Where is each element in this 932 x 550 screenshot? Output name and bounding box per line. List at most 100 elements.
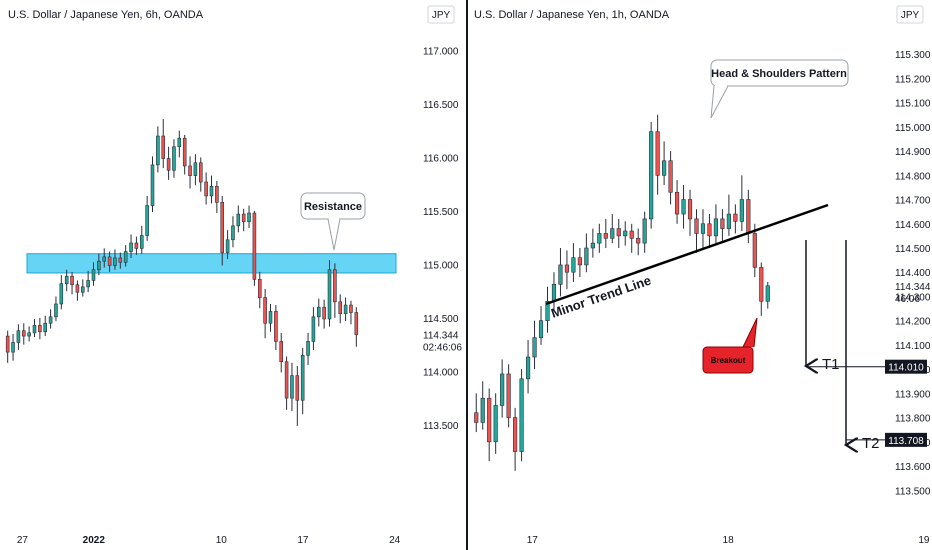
left-y-axis: 117.000 116.500 116.000 115.500 115.000 114.5… xyxy=(423,46,459,431)
candle-body xyxy=(102,256,107,262)
y-tick-label: 116.500 xyxy=(423,100,459,111)
candle-body xyxy=(765,285,770,302)
right-chart-panel: U.S. Dollar / Japanese Yen, 1h, OANDA JP… xyxy=(474,5,931,546)
candle-body xyxy=(343,304,348,314)
candle-body xyxy=(11,342,15,353)
left-chart-title: U.S. Dollar / Japanese Yen, 6h, OANDA xyxy=(8,9,204,21)
candle-body xyxy=(150,164,155,206)
y-tick-label: 114.200 xyxy=(895,317,931,328)
candle-body xyxy=(674,191,680,215)
candle-body xyxy=(700,223,706,234)
y-tick-label: 114.100 xyxy=(895,341,931,352)
breakout-label: Breakout xyxy=(711,356,746,365)
y-tick-label: 116.000 xyxy=(423,153,459,164)
right-currency-badge[interactable] xyxy=(896,5,924,24)
left-chart-panel: U.S. Dollar / Japanese Yen, 6h, OANDA JP… xyxy=(5,5,462,546)
candle-body xyxy=(279,341,284,363)
right-chart-title: U.S. Dollar / Japanese Yen, 1h, OANDA xyxy=(474,9,670,21)
candle-body xyxy=(545,300,550,321)
candle-body xyxy=(610,228,615,239)
x-tick-label: 10 xyxy=(216,535,228,546)
candle-body xyxy=(525,356,531,380)
candle-body xyxy=(241,213,246,222)
candle-body xyxy=(584,247,589,266)
candle-body xyxy=(538,320,544,338)
candle-body xyxy=(64,275,69,284)
resistance-zone xyxy=(26,253,397,274)
right-countdown: 46:06 xyxy=(895,294,920,305)
x-tick-label: 19 xyxy=(918,535,930,546)
candle-body xyxy=(300,355,305,401)
resistance-label: Resistance xyxy=(304,201,362,213)
y-tick-label: 114.700 xyxy=(895,196,931,207)
y-tick-label: 113.600 xyxy=(895,462,931,473)
candle-body xyxy=(642,218,647,244)
t2-price-label: 113.708 xyxy=(888,436,924,447)
candle-body xyxy=(156,135,160,166)
y-tick-label: 115.100 xyxy=(895,99,931,110)
right-currency-label: JPY xyxy=(901,10,920,21)
y-tick-label: 114.000 xyxy=(423,367,459,378)
candle-body xyxy=(70,275,74,286)
candle-body xyxy=(204,181,208,197)
candle-body xyxy=(252,212,257,280)
t1-price-tag xyxy=(885,359,927,374)
candle-body xyxy=(295,375,300,401)
y-tick-label: 115.000 xyxy=(895,123,931,134)
x-tick-label: 17 xyxy=(297,535,309,546)
candle-body xyxy=(257,279,262,298)
candle-body xyxy=(97,260,101,271)
x-tick-label: 2022 xyxy=(83,535,106,546)
candle-body xyxy=(733,213,738,222)
candle-body xyxy=(551,284,557,302)
t2-label: T2 xyxy=(862,435,880,452)
candle-body xyxy=(263,297,267,324)
left-currency-label: JPY xyxy=(432,10,451,21)
right-y-axis: 115.300 115.200 115.100 115.000 114.900 114.8… xyxy=(895,50,931,497)
pattern-label: Head & Shoulders Pattern xyxy=(711,68,847,80)
candle-body xyxy=(707,223,712,237)
candle-body xyxy=(118,257,123,263)
candle-body xyxy=(198,162,203,183)
candle-body xyxy=(274,311,278,342)
candle-body xyxy=(48,316,53,324)
candle-body xyxy=(487,397,492,443)
candle-body xyxy=(38,325,42,333)
resistance-callout-pointer xyxy=(327,218,341,251)
candle-body xyxy=(649,131,654,220)
candle-body xyxy=(86,280,90,288)
y-tick-label: 114.300 xyxy=(895,292,931,303)
candle-body xyxy=(720,218,725,229)
candle-body xyxy=(139,235,144,249)
candle-body xyxy=(480,397,485,423)
candle-body xyxy=(668,160,673,193)
candle-body xyxy=(193,162,198,176)
candle-body xyxy=(752,233,757,268)
pattern-callout-pointer xyxy=(710,85,729,119)
candle-body xyxy=(172,146,176,171)
left-currency-badge[interactable] xyxy=(427,5,455,24)
candle-body xyxy=(59,283,64,305)
y-tick-label: 115.500 xyxy=(423,207,459,218)
candle-body xyxy=(662,160,667,176)
candle-body xyxy=(43,322,48,333)
right-x-axis: 17181920 xyxy=(527,535,930,546)
candle-body xyxy=(225,239,230,253)
candle-body xyxy=(215,186,219,203)
t2-price-tag xyxy=(885,432,927,447)
candle-body xyxy=(134,242,139,249)
candle-body xyxy=(349,304,353,313)
x-tick-label: 24 xyxy=(389,535,401,546)
left-x-axis: 27 2022 10 17 24 xyxy=(17,535,401,546)
candle-body xyxy=(311,316,316,342)
breakout-callout-pointer xyxy=(742,317,758,348)
candle-body xyxy=(597,233,602,244)
candle-body xyxy=(177,137,182,148)
candle-body xyxy=(681,199,686,215)
candle-body xyxy=(713,218,719,237)
candle-body xyxy=(746,199,751,234)
candle-body xyxy=(231,225,235,241)
y-tick-label: 117.000 xyxy=(423,46,459,57)
pattern-callout-box xyxy=(710,59,849,87)
